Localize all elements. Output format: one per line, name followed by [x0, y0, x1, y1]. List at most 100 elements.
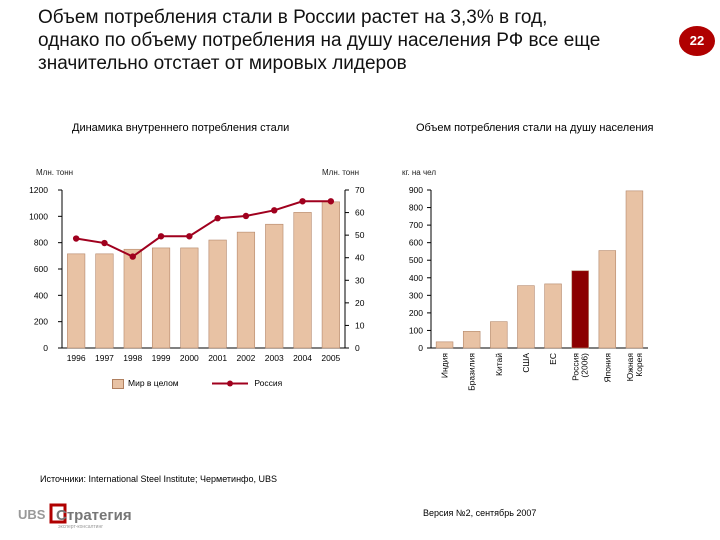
- per-capita-bar: [435, 341, 454, 349]
- legend-world-label: Мир в целом: [128, 378, 179, 388]
- russia-point: [72, 235, 80, 242]
- world-bar: [265, 223, 284, 349]
- x-tick-label: 2003: [265, 353, 284, 363]
- russia-point: [299, 198, 306, 205]
- chart1-title: Динамика внутреннего потребления стали: [72, 122, 290, 134]
- right-tick-label: 20: [355, 298, 365, 308]
- chart2-title: Объем потребления стали на душу населени…: [416, 122, 654, 134]
- russia-point: [129, 253, 136, 260]
- world-bar: [151, 247, 171, 349]
- category-label: Бразилия: [467, 353, 477, 391]
- chart2-unit: кг. на чел: [402, 168, 436, 177]
- y-tick-label: 400: [409, 273, 423, 283]
- world-bar: [180, 247, 199, 349]
- legend-world: Мир в целом: [112, 378, 179, 389]
- y-tick-label: 800: [409, 203, 423, 213]
- category-label: Корея: [634, 353, 644, 377]
- right-tick-label: 0: [355, 343, 360, 353]
- world-bar: [208, 239, 227, 349]
- per-capita-bar: [571, 270, 589, 349]
- russia-point: [214, 215, 221, 222]
- x-tick-label: 2002: [236, 353, 255, 363]
- category-label: Япония: [602, 353, 612, 383]
- per-capita-bar: [544, 283, 562, 349]
- category-label: США: [521, 353, 531, 373]
- chart1-right-unit: Млн. тонн: [322, 168, 360, 177]
- category-label: Китай: [494, 353, 504, 376]
- world-bar: [321, 201, 340, 349]
- header: Объем потребления стали в России растет …: [0, 0, 720, 84]
- russia-point: [186, 233, 193, 240]
- x-tick-label: 1997: [95, 353, 114, 363]
- per-capita-bar: [490, 321, 508, 349]
- title-line-1: Объем потребления стали в России растет …: [38, 7, 548, 28]
- right-tick-label: 30: [355, 275, 365, 285]
- category-label-group: США: [521, 353, 531, 373]
- category-label: ЕС: [548, 353, 558, 365]
- left-tick-label: 200: [34, 317, 48, 327]
- source-note: Источники: International Steel Institute…: [40, 474, 277, 484]
- page-number-badge: 22: [679, 26, 715, 56]
- right-tick-label: 50: [355, 230, 365, 240]
- category-label-group: Южная Корея: [625, 353, 644, 382]
- title-line-2: однако по объему потребления на душу нас…: [38, 30, 601, 51]
- legend-bar-swatch: [112, 378, 124, 389]
- category-label-group: Китай: [494, 353, 504, 376]
- x-tick-label: 2001: [208, 353, 227, 363]
- y-tick-label: 700: [409, 220, 423, 230]
- legend-russia-label: Россия: [254, 378, 283, 388]
- left-tick-label: 400: [34, 290, 48, 300]
- world-bar: [293, 212, 312, 349]
- x-tick-label: 2005: [321, 353, 340, 363]
- russia-point: [157, 233, 165, 240]
- category-label-group: Индия: [440, 353, 450, 379]
- x-tick-label: 1998: [123, 353, 142, 363]
- category-label: (2006): [580, 353, 590, 378]
- right-tick-label: 70: [355, 185, 365, 195]
- logo-mark: [49, 503, 67, 524]
- category-label: Россия: [571, 353, 581, 381]
- right-tick-label: 10: [355, 320, 365, 330]
- x-tick-label: 1996: [67, 353, 86, 363]
- x-tick-label: 2004: [293, 353, 312, 363]
- title-line-3: значительно отстает от мировых лидеров: [38, 53, 407, 74]
- russia-line: [75, 200, 331, 258]
- per-capita-bar: [625, 190, 644, 349]
- category-label: Индия: [440, 353, 450, 379]
- logo-text: Стратегия: [56, 507, 132, 524]
- left-tick-label: 1000: [29, 211, 48, 221]
- right-tick-label: 60: [355, 208, 365, 218]
- logo-subtitle: эксперт-консалтинг: [58, 524, 103, 530]
- world-bar: [95, 253, 114, 349]
- category-label-group: Япония: [602, 353, 612, 383]
- russia-point: [327, 198, 335, 205]
- consumption-dynamics-chart: 0 200 400 600 800 1000 1200 0 10 20 30 40 50 60 70 1996…: [29, 185, 365, 363]
- category-label: Южная: [625, 353, 635, 382]
- left-tick-label: 0: [43, 343, 48, 353]
- world-bar: [67, 253, 86, 349]
- y-tick-label: 0: [418, 343, 423, 353]
- category-label-group: Бразилия: [467, 353, 477, 391]
- strategy-logo: UBS Стратегия эксперт-консалтинг: [18, 503, 132, 530]
- category-label-group: ЕС: [548, 353, 558, 365]
- per-capita-bar: [517, 285, 535, 349]
- y-tick-label: 200: [409, 308, 423, 318]
- x-tick-label: 1999: [152, 353, 171, 363]
- legend-line-swatch: [212, 380, 248, 387]
- x-tick-label: 2000: [180, 353, 199, 363]
- logo-prefix: UBS: [18, 507, 46, 522]
- version-note: Версия №2, сентябрь 2007: [423, 508, 537, 518]
- left-tick-label: 1200: [29, 185, 48, 195]
- russia-point: [271, 207, 278, 214]
- right-tick-label: 40: [355, 253, 365, 263]
- world-bar: [123, 248, 142, 349]
- y-tick-label: 500: [409, 255, 423, 265]
- legend-russia: Россия: [212, 378, 282, 388]
- world-bar: [236, 231, 256, 349]
- chart1-left-unit: Млн. тонн: [36, 168, 74, 177]
- left-tick-label: 800: [34, 238, 48, 248]
- per-capita-bar: [598, 250, 617, 349]
- y-tick-label: 900: [409, 185, 423, 195]
- left-tick-label: 600: [34, 264, 48, 274]
- category-label-group: Россия (2006): [571, 353, 590, 381]
